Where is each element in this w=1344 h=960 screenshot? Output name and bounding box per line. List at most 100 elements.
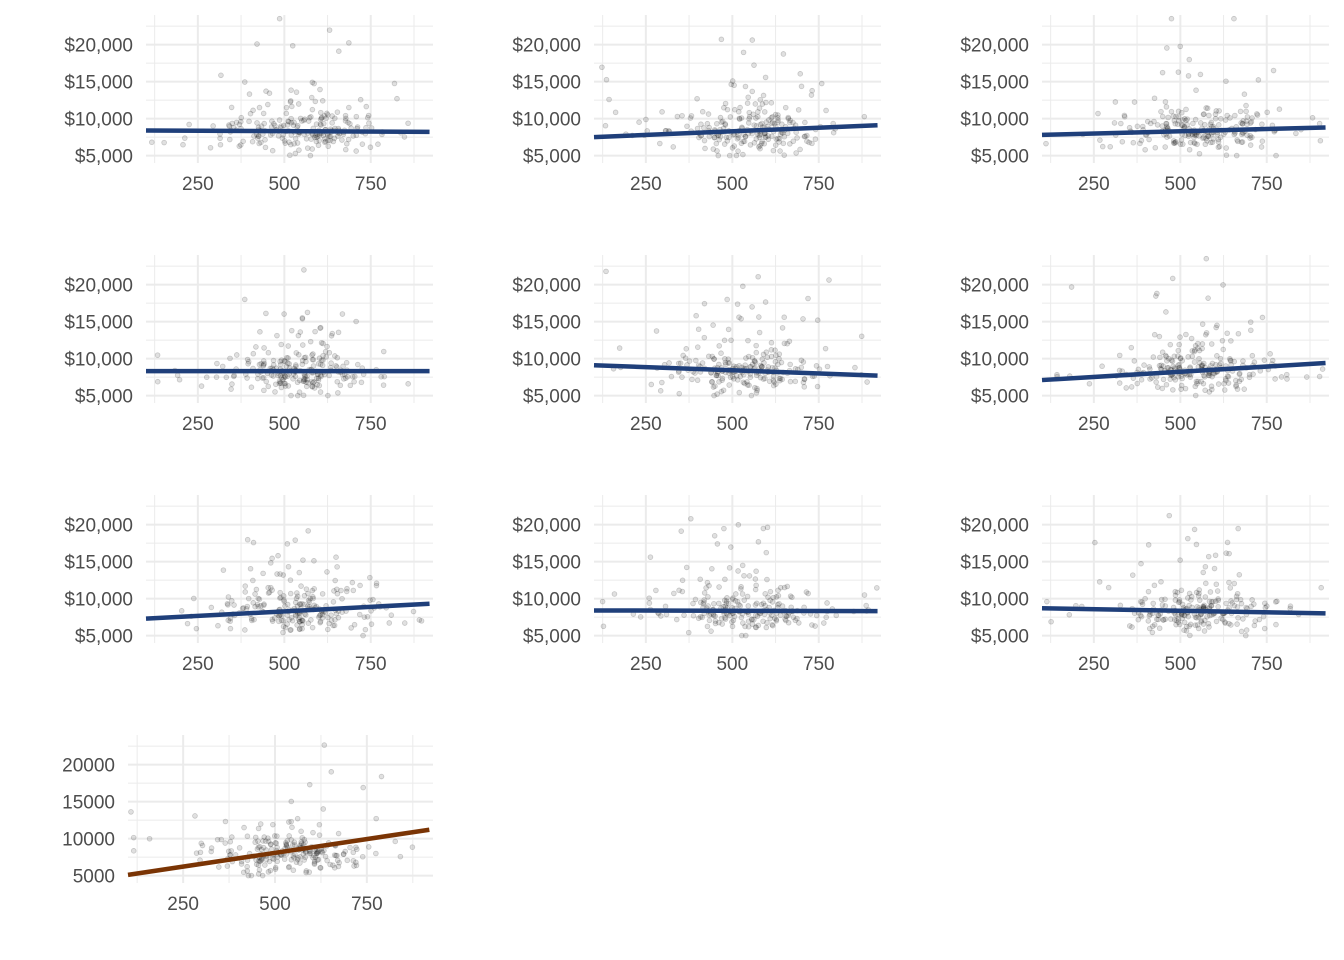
scatter-point [1272, 599, 1279, 605]
scatter-point [719, 377, 725, 383]
scatter-point [705, 603, 711, 609]
scatter-point [227, 615, 234, 622]
scatter-point [705, 594, 711, 600]
scatter-point [325, 626, 331, 633]
scatter-point [742, 83, 749, 90]
scatter-point [277, 380, 284, 387]
scatter-point [753, 349, 760, 356]
y-tick-label: $15,000 [64, 73, 133, 94]
scatter-point [782, 104, 789, 111]
scatter-point [214, 836, 221, 843]
scatter-point [716, 343, 723, 349]
scatter-point [757, 96, 764, 103]
scatter-point [324, 110, 330, 117]
scatter-point [678, 528, 685, 534]
scatter-point [367, 597, 373, 603]
scatter-point [751, 358, 758, 365]
scatter-point [721, 104, 727, 111]
scatter-point [822, 345, 829, 352]
scatter-point [242, 589, 249, 595]
scatter-point [288, 627, 294, 633]
scatter-point [1190, 120, 1196, 127]
scatter-point [1184, 121, 1190, 128]
scatter-point [1170, 374, 1177, 381]
scatter-point [773, 617, 780, 624]
scatter-point [720, 387, 727, 394]
scatter-point [253, 586, 260, 593]
scatter-point [282, 380, 288, 387]
scatter-point [270, 373, 277, 379]
scatter-point [299, 315, 306, 321]
scatter-point [269, 616, 276, 623]
scatter-point [1194, 622, 1201, 628]
scatter-point [694, 125, 701, 132]
scatter-point [1218, 615, 1224, 622]
scatter-point [176, 376, 183, 383]
scatter-point [351, 621, 358, 628]
scatter-point [759, 363, 765, 370]
scatter-point [299, 625, 305, 632]
scatter-point [1215, 603, 1221, 610]
scatter-point [262, 862, 268, 868]
scatter-point [330, 599, 337, 605]
scatter-point [312, 134, 318, 141]
scatter-point [239, 605, 246, 612]
scatter-point [244, 863, 250, 870]
scatter-point [716, 619, 722, 626]
scatter-point [1162, 616, 1169, 623]
scatter-point [265, 838, 272, 845]
scatter-point [260, 110, 267, 117]
scatter-point [752, 624, 759, 630]
scatter-point [342, 848, 348, 855]
scatter-point [309, 352, 315, 358]
scatter-point [305, 380, 311, 386]
scatter-point [1171, 117, 1178, 124]
scatter-point [1243, 108, 1249, 115]
scatter-point [303, 358, 309, 365]
null-panel-5: 250 500 750$5,000$10,000$15,000$20,000 [512, 255, 881, 435]
scatter-point [1145, 618, 1152, 624]
scatter-point [1224, 112, 1230, 119]
scatter-point [756, 105, 763, 111]
scatter-point [745, 120, 752, 126]
scatter-point [302, 373, 308, 380]
scatter-point [244, 603, 251, 610]
scatter-point [308, 617, 314, 623]
scatter-point [723, 134, 730, 141]
scatter-point [616, 345, 623, 351]
scatter-point [742, 133, 749, 140]
scatter-point [312, 98, 319, 105]
scatter-point [1171, 353, 1178, 360]
scatter-point [228, 598, 235, 604]
scatter-point [181, 135, 188, 141]
scatter-point [292, 373, 299, 380]
scatter-point [823, 107, 829, 114]
scatter-point [769, 119, 776, 126]
scatter-point [694, 95, 700, 102]
scatter-point [1176, 597, 1183, 603]
scatter-point [305, 590, 311, 597]
scatter-point [1205, 372, 1212, 379]
scatter-point [1309, 115, 1316, 121]
scatter-point [261, 345, 267, 351]
scatter-point [701, 334, 708, 341]
scatter-point [342, 118, 349, 124]
scatter-point [1097, 137, 1103, 143]
scatter-point [697, 576, 703, 583]
scatter-point [1154, 122, 1161, 128]
scatter-point [270, 821, 276, 828]
scatter-point [1287, 605, 1293, 612]
scatter-point [709, 379, 715, 385]
scatter-point [1235, 614, 1241, 621]
scatter-point [1212, 111, 1219, 118]
scatter-point [290, 122, 297, 129]
trend-line [145, 128, 430, 135]
scatter-point [276, 380, 283, 387]
scatter-point [320, 340, 326, 347]
x-tick-label: 500 [1164, 654, 1196, 675]
scatter-point [763, 99, 769, 106]
x-tick-label: 750 [803, 414, 835, 435]
scatter-point [731, 143, 738, 149]
scatter-point [318, 373, 324, 380]
scatter-point [244, 868, 251, 874]
